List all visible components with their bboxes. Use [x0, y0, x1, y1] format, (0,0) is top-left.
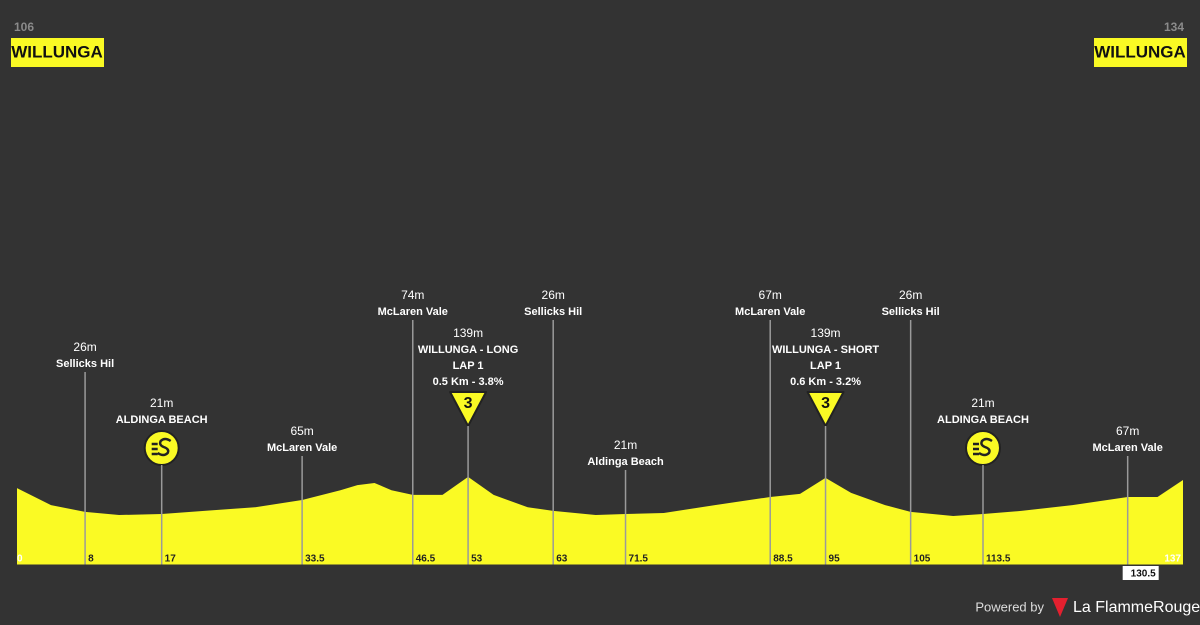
waypoint-elevation: 67m: [1116, 424, 1139, 438]
x-tick-label: 8: [88, 554, 94, 565]
waypoint-name: WILLUNGA - SHORT: [772, 344, 879, 356]
x-tick-label: 71.5: [629, 554, 649, 565]
x-tick-label: 130.5: [1131, 569, 1156, 580]
kom-category: 3: [464, 395, 473, 412]
finish-number: 134: [1164, 20, 1184, 34]
x-tick-label: 17: [165, 554, 177, 565]
waypoint-name: Aldinga Beach: [587, 456, 664, 468]
finish-name: WILLUNGA: [1094, 42, 1186, 61]
waypoint-name: McLaren Vale: [378, 306, 448, 318]
x-tick-label: 95: [829, 554, 841, 565]
waypoint-name: 0.6 Km - 3.2%: [790, 376, 861, 388]
waypoint-name: LAP 1: [810, 360, 841, 372]
waypoint-elevation: 21m: [971, 396, 994, 410]
x-tick-label: 88.5: [773, 554, 793, 565]
profile-area: [17, 476, 1183, 565]
waypoint-name: McLaren Vale: [735, 306, 805, 318]
finish-box: [1094, 38, 1187, 67]
x-tick-label: 137: [1164, 554, 1181, 565]
start-number: 106: [14, 20, 34, 34]
km-label-box: [1122, 566, 1159, 580]
sprint-icon: [143, 430, 180, 466]
x-tick-label: 63: [556, 554, 568, 565]
waypoint-name: ALDINGA BEACH: [937, 414, 1029, 426]
powered-by: Powered by: [975, 599, 1044, 614]
kom-icon: [806, 391, 845, 427]
waypoint-elevation: 65m: [290, 424, 313, 438]
waypoint-elevation: 21m: [614, 438, 637, 452]
waypoint-name: 0.5 Km - 3.8%: [433, 376, 504, 388]
start-box: [11, 38, 104, 67]
waypoint-name: ALDINGA BEACH: [116, 414, 208, 426]
waypoint-elevation: 21m: [150, 396, 173, 410]
waypoint-name: Sellicks Hil: [524, 306, 582, 318]
x-tick-label: 53: [471, 554, 483, 565]
start-name: WILLUNGA: [11, 42, 103, 61]
waypoint-name: WILLUNGA - LONG: [418, 344, 518, 356]
x-tick-label: 105: [914, 554, 931, 565]
waypoint-elevation: 74m: [401, 288, 424, 302]
waypoint-elevation: 26m: [899, 288, 922, 302]
waypoint-name: McLaren Vale: [267, 442, 337, 454]
sprint-glyph: [972, 437, 993, 457]
kom-category: 3: [821, 395, 830, 412]
kom-icon: [449, 391, 488, 427]
waypoint-elevation: 26m: [542, 288, 565, 302]
x-tick-label: 46.5: [416, 554, 436, 565]
x-tick-label: 113.5: [986, 554, 1011, 565]
waypoint-name: McLaren Vale: [1093, 442, 1163, 454]
x-tick-label: 0: [17, 554, 23, 565]
brand-logo: [1052, 598, 1068, 617]
waypoint-name: LAP 1: [453, 360, 484, 372]
waypoint-elevation: 139m: [453, 326, 483, 340]
x-tick-label: 33.5: [305, 554, 325, 565]
waypoint-elevation: 139m: [811, 326, 841, 340]
waypoint-elevation: 67m: [759, 288, 782, 302]
waypoint-elevation: 26m: [73, 340, 96, 354]
waypoint-name: Sellicks Hil: [882, 306, 940, 318]
brand-name: La FlammeRouge: [1073, 599, 1200, 616]
sprint-icon: [964, 430, 1001, 466]
waypoint-name: Sellicks Hil: [56, 358, 114, 370]
sprint-glyph: [151, 437, 172, 457]
